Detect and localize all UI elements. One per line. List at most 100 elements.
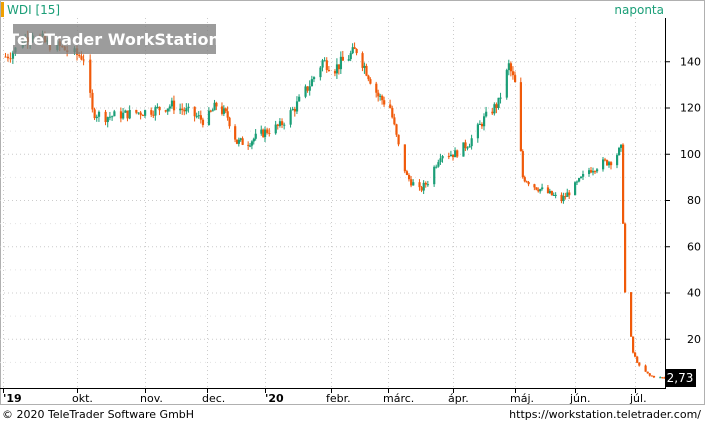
candle-body [476, 124, 479, 139]
candle-body [462, 142, 465, 157]
candle-body [592, 171, 595, 173]
candle-body [483, 116, 486, 127]
candle-body [485, 111, 488, 117]
candle-body [321, 60, 324, 68]
candle-body [122, 112, 125, 119]
candle-body [325, 60, 328, 70]
candle-body [630, 292, 633, 337]
footer-url-link[interactable]: https://workstation.teletrader.com/ [509, 408, 701, 421]
candle-body [418, 182, 421, 188]
candle-body [295, 101, 299, 112]
candle-body [252, 138, 255, 142]
candle-body [274, 124, 277, 134]
x-tick-label: júl. [629, 392, 647, 405]
candle-body [466, 147, 469, 149]
copyright-text: © 2020 TeleTrader Software GmbH [2, 408, 195, 421]
candle-body [166, 108, 169, 112]
candle-body [97, 111, 101, 117]
candle-body [172, 100, 176, 111]
candle-body [158, 106, 161, 111]
candle-body [135, 109, 138, 113]
candle-body [9, 58, 12, 60]
candle-body [456, 150, 459, 157]
gridlines [0, 18, 665, 388]
candle-body [291, 108, 294, 111]
candle-body [306, 86, 309, 91]
candle-body [89, 59, 92, 93]
candle-body [606, 160, 609, 166]
candle-body [424, 182, 427, 185]
candle-body [514, 75, 517, 83]
chart-frame [0, 0, 705, 405]
candle-body [441, 156, 444, 159]
candle-body [369, 79, 372, 84]
candle-body [497, 97, 500, 108]
candle-body [646, 371, 649, 374]
candle-body [260, 129, 263, 134]
candle-body [250, 141, 254, 146]
x-tick-label: febr. [326, 392, 351, 405]
candle-body [347, 59, 350, 61]
y-axis-ticks: 20 40 60 80 100 120 140 [665, 55, 701, 346]
candle-body [550, 190, 553, 196]
candle-body [535, 187, 538, 190]
candle-body [355, 48, 358, 54]
candle-body [509, 63, 513, 72]
candle-body [215, 102, 218, 107]
candle-body [604, 159, 607, 161]
candle-body [156, 106, 159, 108]
candle-body [197, 115, 200, 117]
candle-body [410, 179, 413, 186]
candle-body [608, 162, 611, 166]
candle-body [126, 110, 129, 119]
candle-body [239, 138, 242, 140]
candle-body [183, 109, 186, 112]
y-tick-label: 140 [680, 55, 701, 68]
candle-body [468, 146, 471, 148]
candle-body [659, 377, 662, 379]
candle-body [422, 182, 425, 191]
candle-body [141, 115, 145, 117]
candle-body [393, 117, 396, 125]
candle-body [201, 119, 205, 125]
candle-body [507, 63, 510, 71]
candle-body [652, 375, 656, 378]
candle-body [624, 223, 627, 293]
candle-body [128, 109, 131, 119]
candle-body [590, 170, 593, 173]
candle-body [124, 110, 127, 113]
candle-body [397, 134, 400, 145]
x-tick-label: jún. [569, 392, 591, 405]
candle-body [278, 121, 282, 126]
candle-body [268, 132, 271, 134]
candle-body [391, 107, 394, 118]
symbol-label[interactable]: WDI [15] [7, 3, 60, 17]
candle-body [276, 124, 279, 126]
candle-body [266, 129, 269, 133]
candle-body [333, 71, 337, 74]
candle-body [546, 187, 550, 194]
candle-body [620, 144, 623, 148]
candle-body [237, 139, 241, 144]
candle-body [319, 67, 322, 78]
watermark-text: TeleTrader WorkStation [8, 30, 220, 49]
candle-body [164, 110, 167, 112]
candle-body [337, 64, 341, 70]
candle-body [493, 104, 496, 114]
candle-body [407, 175, 411, 180]
x-tick-label: '19 [3, 392, 22, 405]
candle-body [235, 139, 239, 144]
candle-body [519, 82, 523, 152]
candle-body [220, 106, 224, 114]
candle-body [283, 124, 286, 126]
candle-body [207, 110, 211, 125]
candle-body [437, 162, 440, 167]
candle-body [470, 138, 473, 147]
candle-body [181, 108, 184, 110]
candle-body [636, 356, 639, 363]
candle-body [525, 181, 528, 183]
candle-body [304, 86, 307, 97]
x-axis-ticks: '19 okt. nov. dec. '20 febr. márc. ápr. máj. jún.… [3, 388, 647, 405]
candle-body [650, 375, 653, 377]
interval-label[interactable]: naponta [614, 3, 664, 17]
